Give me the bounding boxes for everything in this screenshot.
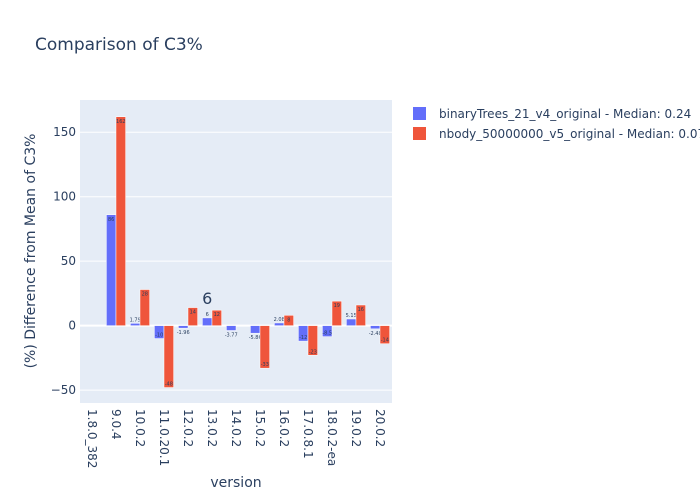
x-tick-label: 10.0.2 xyxy=(133,409,147,447)
bar-value-label: 28 xyxy=(142,292,148,298)
x-tick-label: 12.0.2 xyxy=(181,409,195,447)
bar-value-label: -8.5 xyxy=(322,331,332,337)
bar-value-label: -12 xyxy=(299,335,307,341)
bar-value-label: 12 xyxy=(214,312,220,318)
x-tick-label: 16.0.2 xyxy=(277,409,291,447)
bar-2-20.0.2[interactable] xyxy=(379,325,390,344)
y-tick-label: −50 xyxy=(51,383,76,397)
legend-swatch[interactable] xyxy=(413,127,426,140)
bar-1-20.0.2[interactable] xyxy=(370,325,381,330)
bar-2-13.0.2[interactable] xyxy=(211,309,222,326)
annotations: 6 xyxy=(202,289,212,308)
bar-value-label: 19 xyxy=(334,303,340,309)
bar-value-label: -1.96 xyxy=(177,330,190,336)
bar-2-19.0.2[interactable] xyxy=(355,304,366,326)
bar-value-label: -14 xyxy=(381,338,389,344)
bar-value-label: 14 xyxy=(190,310,196,316)
x-tick-label: 18.0.2-ea xyxy=(325,409,339,466)
bar-1-9.0.4[interactable] xyxy=(106,214,117,326)
bar-value-label: -48 xyxy=(165,382,173,388)
bar-2-17.0.8.1[interactable] xyxy=(307,325,318,356)
bar-2-18.0.2-ea[interactable] xyxy=(331,300,342,326)
bar-2-11.0.20.1[interactable] xyxy=(163,325,174,388)
y-tick-label: 0 xyxy=(68,319,76,333)
x-tick-label: 17.0.8.1 xyxy=(301,409,315,459)
y-tick-label: 150 xyxy=(53,125,76,139)
legend-entry[interactable]: binaryTrees_21_v4_original - Median: 0.2… xyxy=(439,107,691,121)
bar-1-19.0.2[interactable] xyxy=(346,318,357,326)
bar-2-16.0.2[interactable] xyxy=(283,315,294,326)
legend-swatch[interactable] xyxy=(413,107,426,120)
x-axis-title: version xyxy=(210,475,261,491)
bar-1-16.0.2[interactable] xyxy=(274,322,285,326)
bar-2-15.0.2[interactable] xyxy=(259,325,270,369)
y-axis-title: (%) Difference from Mean of C3% xyxy=(23,134,39,369)
bar-1-18.0.2-ea[interactable] xyxy=(322,325,333,337)
bar-value-label: -5.86 xyxy=(249,335,262,341)
bar-value-label: 5.15 xyxy=(346,313,357,319)
x-tick-label: 9.0.4 xyxy=(109,409,123,440)
y-tick-label: 100 xyxy=(53,190,76,204)
bar-2-10.0.2[interactable] xyxy=(139,289,150,326)
bar-value-label: -2.48 xyxy=(369,331,382,337)
legend[interactable]: binaryTrees_21_v4_original - Median: 0.2… xyxy=(413,107,700,141)
bar-1-15.0.2[interactable] xyxy=(250,325,261,334)
bar-value-label: -3.77 xyxy=(225,332,238,338)
bar-value-label: 6 xyxy=(206,312,209,318)
plot-area xyxy=(80,100,392,403)
bar-value-label: -33 xyxy=(261,362,269,368)
bar-value-label: 8 xyxy=(287,317,290,323)
bar-1-10.0.2[interactable] xyxy=(130,323,141,326)
bar-value-label: 16 xyxy=(358,307,364,313)
bar-value-label: -23 xyxy=(309,349,317,355)
bar-2-9.0.4[interactable] xyxy=(115,116,126,326)
bar-value-label: 1.79 xyxy=(130,317,141,323)
bar-1-12.0.2[interactable] xyxy=(178,325,189,329)
x-tick-label: 14.0.2 xyxy=(229,409,243,447)
chart-title: Comparison of C3% xyxy=(35,35,203,55)
x-tick-label: 15.0.2 xyxy=(253,409,267,447)
annotation-label: 6 xyxy=(202,289,212,308)
x-tick-label: 13.0.2 xyxy=(205,409,219,447)
bar-2-12.0.2[interactable] xyxy=(187,307,198,326)
x-tick-label: 1.8.0_382 xyxy=(85,409,99,468)
y-tick-label: 50 xyxy=(61,254,76,268)
bar-value-label: 2.08 xyxy=(274,317,285,323)
legend-entry[interactable]: nbody_50000000_v5_original - Median: 0.0… xyxy=(439,127,700,141)
x-tick-label: 11.0.20.1 xyxy=(157,409,171,466)
x-tick-label: 20.0.2 xyxy=(373,409,387,447)
bar-1-13.0.2[interactable] xyxy=(202,317,213,326)
x-tick-label: 19.0.2 xyxy=(349,409,363,447)
x-axis-ticks: 1.8.0_382 9.0.4 10.0.2 11.0.20.1 12.0.2 13.0.… xyxy=(85,409,387,468)
bar-value-label: -10 xyxy=(155,333,163,339)
bar-value-label: 162 xyxy=(116,119,126,125)
bar-value-label: 86 xyxy=(108,217,114,223)
y-axis-ticks: −50 0 50 100 150 xyxy=(51,125,76,397)
bar-1-14.0.2[interactable] xyxy=(226,325,237,331)
